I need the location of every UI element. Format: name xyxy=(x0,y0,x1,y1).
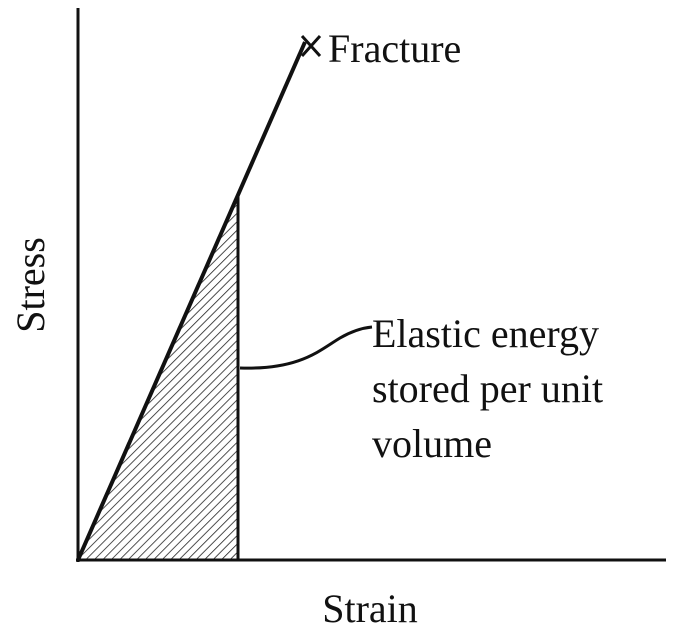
y-axis-label: Stress xyxy=(8,237,53,333)
energy-label: stored per unit xyxy=(372,366,603,411)
energy-label: Elastic energy xyxy=(372,311,599,356)
energy-label: volume xyxy=(372,421,492,466)
fracture-label: Fracture xyxy=(328,26,461,71)
leader-curve xyxy=(239,325,373,370)
x-axis-label: Strain xyxy=(322,586,418,631)
fracture-mark xyxy=(300,34,322,58)
stress-strain-line xyxy=(76,41,307,561)
